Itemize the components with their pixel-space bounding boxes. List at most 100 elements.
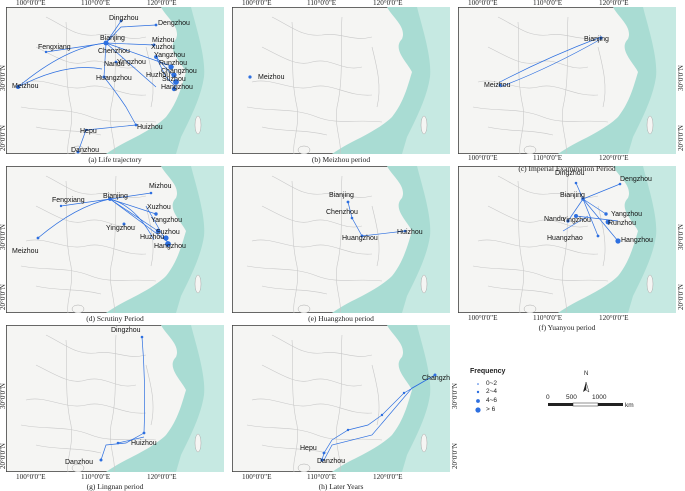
province-boundary (497, 175, 599, 198)
deep-sea-area (402, 325, 450, 472)
province-boundary (371, 205, 380, 267)
panel-caption-f: (f) Yuanyou period (538, 323, 596, 332)
city-label-yingzhou: Yingzhou (562, 217, 591, 224)
lon-label-top: 120°0'0"E (373, 0, 403, 7)
city-label-danzhou: Danzhou (317, 458, 345, 465)
province-boundary (65, 180, 72, 313)
lon-label-bottom: 100°0'0"E (16, 473, 46, 481)
map-d: Mizhou Fengxiang Bianjing Xuzhou Yangzhou Yin… (6, 166, 224, 313)
city-node (402, 391, 406, 395)
route-line (109, 192, 152, 200)
map-panel-e: Bianjing Chenzhou Huangzhou Huizhou (232, 166, 450, 313)
province-boundary (110, 16, 117, 154)
city-node (380, 413, 384, 417)
province-boundary (291, 21, 298, 154)
route-line (499, 36, 602, 83)
route-line (37, 198, 111, 239)
city-label-dingzhou: Dingzhou (555, 170, 585, 177)
province-boundary (271, 334, 373, 357)
city-label-chenzhou: Chenzhou (98, 48, 130, 55)
lon-label-bottom: 110°0'0"E (307, 473, 337, 481)
province-boundary (336, 16, 343, 154)
city-label-huizhou: Huizhou (131, 440, 157, 447)
legend-item-2: 2~4 (486, 388, 498, 395)
route-line (155, 56, 177, 88)
taiwan-island (420, 433, 428, 453)
hainan-island (71, 304, 85, 313)
province-boundary (261, 285, 328, 295)
bay-area (177, 351, 191, 366)
route-line (141, 336, 146, 434)
province-boundary (45, 175, 147, 198)
city-label-yingzhou: Yingzhou (117, 59, 146, 66)
city-node (154, 55, 158, 59)
bay-area (403, 192, 417, 207)
province-boundary (261, 205, 363, 228)
province-boundary (291, 339, 298, 472)
province-boundary (336, 175, 343, 313)
map-c: Bianjing Meizhou (458, 7, 676, 154)
city-label-meizhou: Meizhou (258, 74, 285, 81)
province-boundary (562, 16, 569, 154)
route-line (105, 20, 122, 44)
city-node (346, 428, 350, 432)
lon-label-top: 120°0'0"E (599, 0, 629, 7)
route-line (499, 38, 602, 88)
lat-label-left: 30°0'0"N (0, 383, 7, 409)
lat-label-right: 20°0'0"N (677, 125, 685, 151)
deep-sea-area (176, 7, 224, 154)
deep-sea-area (402, 7, 450, 154)
route-line (155, 56, 175, 78)
city-label-danzhou: Danzhou (65, 459, 93, 466)
city-node (102, 75, 106, 79)
lon-label-bottom: 110°0'0"E (533, 314, 563, 322)
province-boundary (110, 175, 117, 313)
route-line (109, 198, 155, 241)
taiwan-island (194, 433, 202, 453)
province-boundary (45, 16, 147, 39)
city-node (36, 236, 40, 240)
bay-area (629, 192, 643, 207)
province-boundary (472, 265, 609, 282)
city-node (615, 238, 621, 244)
lon-label-top: 110°0'0"E (533, 0, 563, 7)
province-boundary (65, 339, 72, 472)
city-label-bianjing: Bianjing (329, 192, 354, 199)
city-node (403, 229, 407, 233)
city-node (163, 235, 169, 241)
legend-item-4: > 6 (486, 406, 496, 413)
lon-label-bottom: 110°0'0"E (81, 473, 111, 481)
route-line (347, 201, 353, 219)
taiwan-island (646, 274, 654, 294)
hainan-island (297, 304, 311, 313)
city-label-runzhou: Runzhou (159, 60, 187, 67)
route-line (582, 183, 621, 200)
city-label-hepu: Hepu (80, 128, 97, 135)
city-node (116, 441, 120, 445)
city-node (152, 43, 156, 47)
lon-label-top: 100°0'0"E (16, 0, 46, 7)
city-node (433, 373, 437, 377)
province-boundary (487, 126, 554, 136)
map-panel-f: Dingzhou Dengzhou Bianjing Yangzhou Nandu Yin… (458, 166, 676, 313)
province-boundary (251, 239, 373, 255)
city-node (574, 181, 578, 185)
lat-label-left: 30°0'0"N (0, 65, 7, 91)
province-boundary (25, 398, 147, 414)
province-boundary (35, 126, 102, 136)
city-node (119, 19, 123, 23)
bay-area (177, 192, 191, 207)
route-line (60, 198, 111, 207)
city-label-huzhou: Huzhou (140, 234, 164, 241)
deep-sea-area (402, 166, 450, 313)
legend-symbol-2 (476, 390, 480, 394)
city-label-chenzhou: Chenzhou (326, 209, 358, 216)
city-node (171, 86, 177, 92)
lon-label-bottom: 100°0'0"E (468, 154, 498, 162)
province-boundary (261, 364, 363, 387)
legend-item-3: 4~6 (486, 397, 498, 404)
taiwan-island (646, 115, 654, 135)
deep-sea-area (176, 166, 224, 313)
